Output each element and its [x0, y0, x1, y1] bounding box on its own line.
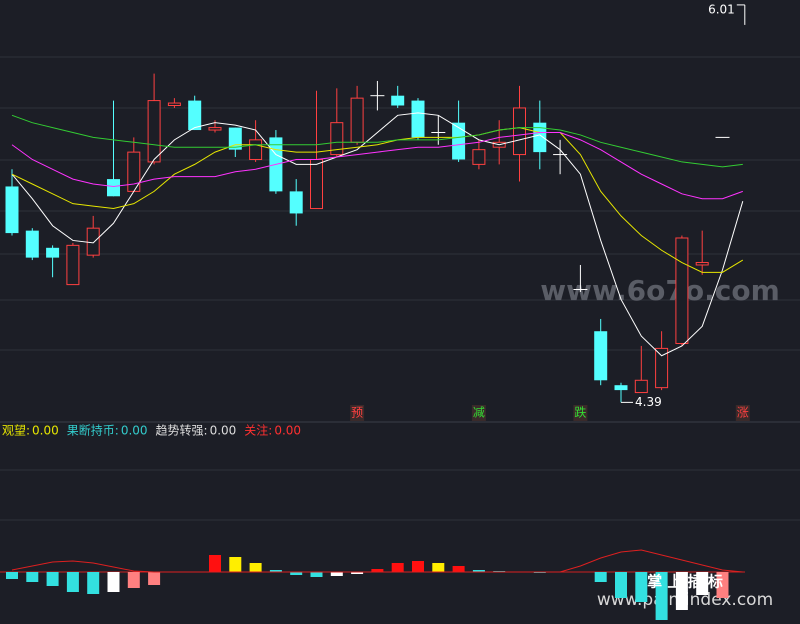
- moving-average-line: [11, 127, 744, 273]
- legend-name: 趋势转强:: [156, 423, 208, 438]
- signal-box: [573, 405, 588, 421]
- candle-body: [46, 247, 60, 258]
- candle-body: [533, 122, 547, 153]
- candle-body: [330, 122, 344, 156]
- bar: [26, 572, 39, 582]
- bar: [594, 572, 607, 582]
- legend-value: 0.00: [210, 424, 237, 438]
- footer-text: 掌 上 插 标: [647, 573, 723, 591]
- candle-body: [310, 158, 323, 210]
- legend-name: 果断持币:: [67, 423, 119, 438]
- candle-body: [634, 379, 648, 394]
- moving-average-line: [11, 114, 743, 168]
- candle-body: [695, 262, 709, 266]
- bar: [66, 572, 79, 592]
- candle-body: [614, 385, 628, 391]
- watermark: www.6o7o.com: [540, 274, 780, 307]
- bar: [269, 570, 282, 572]
- candle-body: [167, 102, 181, 106]
- bar: [127, 572, 140, 588]
- candle-body: [452, 122, 466, 160]
- bar: [209, 555, 221, 572]
- candle-body: [472, 149, 486, 165]
- candle-body: [188, 100, 202, 131]
- signal-label: 跌: [574, 405, 586, 420]
- candle-body: [411, 100, 425, 138]
- candle-body: [594, 331, 608, 381]
- candle-body: [391, 95, 405, 106]
- signal-label: 减: [473, 406, 485, 420]
- candle-body: [675, 237, 689, 344]
- bar: [675, 572, 688, 610]
- bar: [391, 563, 404, 572]
- candle-body: [5, 186, 19, 234]
- moving-average-line: [11, 112, 744, 357]
- bar: [371, 569, 384, 572]
- bar: [452, 566, 465, 572]
- bar: [290, 572, 303, 575]
- legend-value: 0.00: [121, 424, 148, 438]
- bar: [412, 561, 424, 572]
- bar: [472, 570, 485, 572]
- candle-body: [208, 127, 222, 131]
- candle-body: [655, 347, 669, 389]
- bar: [46, 572, 59, 586]
- bar: [148, 572, 161, 585]
- candle-body: [289, 191, 303, 214]
- extreme-label: 4.39: [635, 395, 662, 409]
- bar: [716, 572, 729, 598]
- candle-body: [350, 97, 364, 143]
- bar: [432, 563, 445, 572]
- indicator-line: [11, 549, 743, 573]
- candle-body: [228, 127, 242, 150]
- candle-body: [147, 100, 161, 163]
- signal-label: 预: [351, 406, 363, 420]
- bar: [696, 572, 709, 595]
- legend-value: 0.00: [32, 424, 59, 438]
- candle-body: [66, 244, 80, 286]
- legend-value: 0.00: [274, 424, 301, 438]
- bar: [87, 572, 100, 594]
- legend-name: 关注:: [244, 423, 272, 438]
- bar: [6, 572, 18, 579]
- candle-body: [249, 139, 263, 160]
- candle-body: [107, 179, 120, 197]
- bar: [655, 572, 668, 620]
- bar: [615, 572, 627, 598]
- bar: [351, 572, 364, 574]
- candle-body: [25, 230, 39, 258]
- signal-box: [735, 405, 750, 421]
- candle-body: [86, 227, 100, 256]
- bar: [310, 572, 323, 577]
- bar: [249, 563, 262, 572]
- signal-box: [471, 405, 486, 421]
- signal-box: [350, 405, 365, 421]
- candle-body: [513, 107, 526, 156]
- bar: [330, 572, 343, 576]
- bar: [107, 572, 120, 592]
- bar: [635, 572, 648, 602]
- bar: [229, 557, 242, 572]
- moving-average-line: [11, 131, 743, 200]
- legend-name: 观望:: [2, 424, 30, 438]
- signal-label: 涨: [737, 405, 749, 420]
- extreme-label: 6.01: [708, 2, 735, 16]
